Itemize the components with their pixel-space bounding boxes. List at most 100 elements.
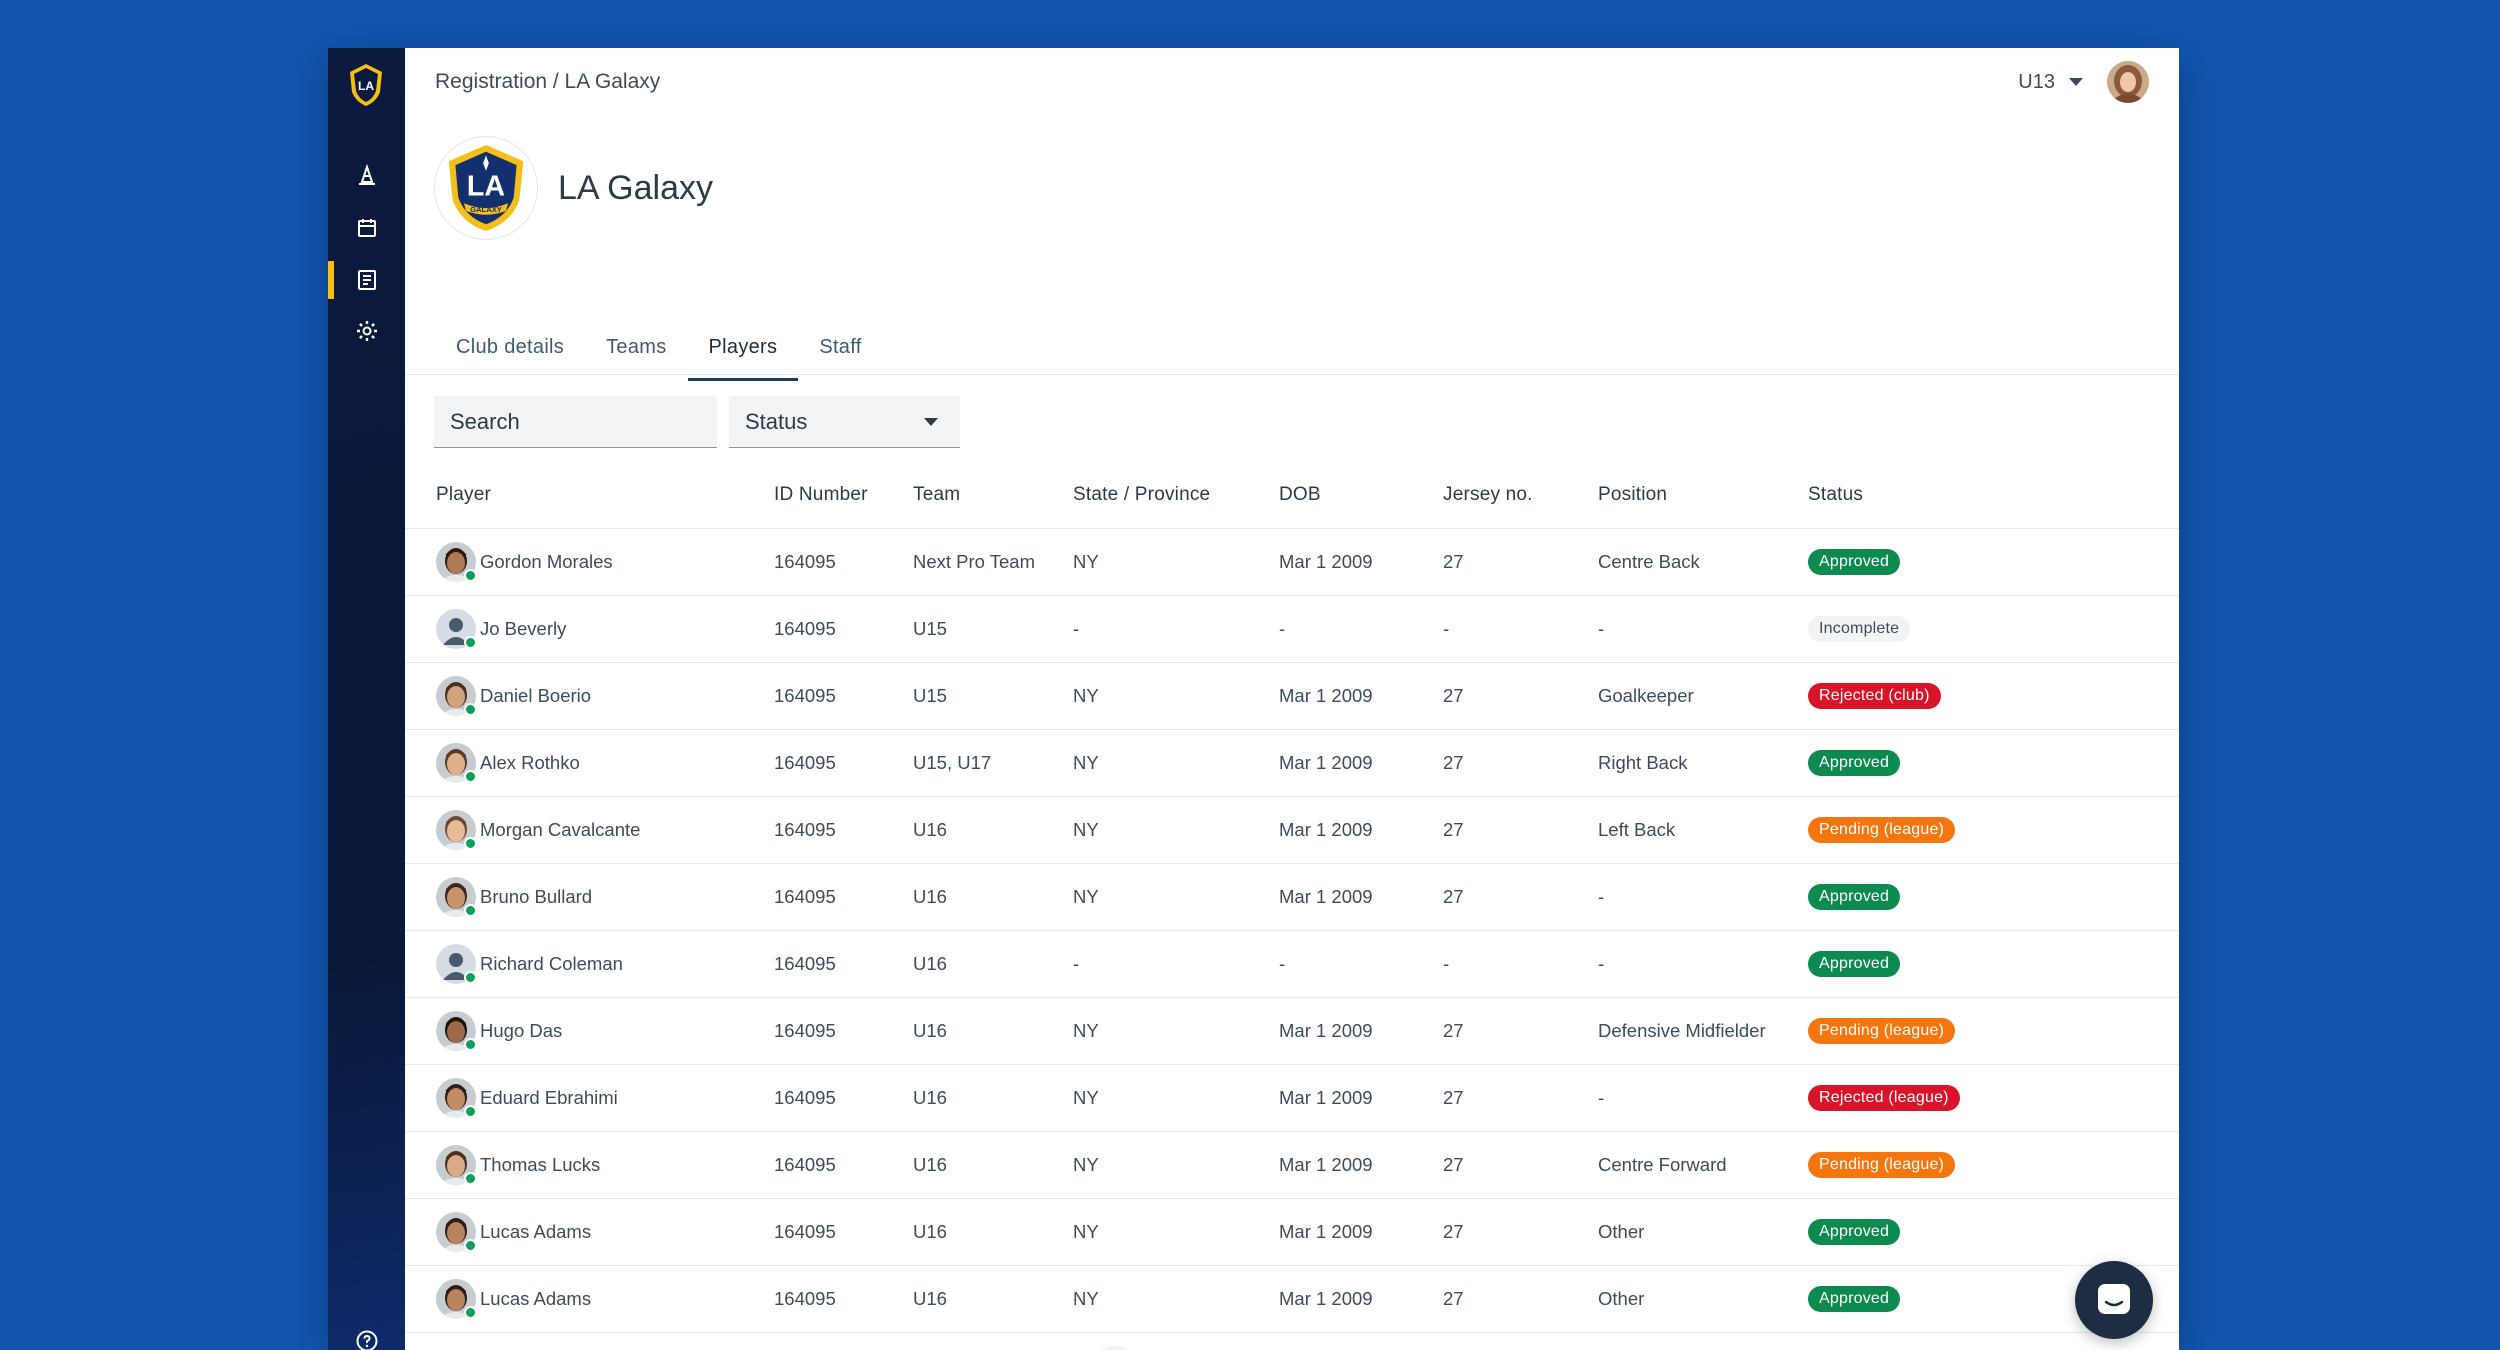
table-row[interactable]: Daniel Boerio 164095 U15 NY Mar 1 2009 27 Goal… (405, 663, 2179, 730)
header-dob[interactable]: DOB (1279, 483, 1321, 505)
player-name: Daniel Boerio (480, 685, 592, 706)
id-cell: 164095 (774, 819, 836, 840)
svg-text:LA: LA (358, 79, 374, 93)
page-button-6[interactable]: 6 (1381, 1346, 1440, 1350)
player-cell[interactable]: Daniel Boerio (405, 676, 774, 716)
chat-button[interactable] (2075, 1261, 2153, 1339)
table-row[interactable]: Morgan Cavalcante 164095 U16 NY Mar 1 2009 27… (405, 797, 2179, 864)
state-cell: - (1073, 618, 1080, 639)
status-cell: Pending (league) (1808, 817, 2008, 843)
status-cell: Approved (1808, 750, 2008, 776)
header-status[interactable]: Status (1808, 483, 1864, 505)
player-cell[interactable]: Jo Beverly (405, 609, 774, 649)
header-player[interactable]: Player (436, 483, 492, 505)
status-cell: Approved (1808, 884, 2008, 910)
team-selector-label: U13 (2018, 70, 2055, 93)
online-status-dot (464, 1239, 477, 1252)
player-avatar (436, 877, 477, 917)
table-row[interactable]: Lucas Adams 164095 U16 NY Mar 1 2009 27 Other A… (405, 1266, 2179, 1333)
table-row[interactable]: Alex Rothko 164095 U15, U17 NY Mar 1 2009 27 R… (405, 730, 2179, 797)
player-cell[interactable]: Lucas Adams (405, 1279, 774, 1319)
page-button-4[interactable]: 4 (1263, 1346, 1322, 1350)
nav-item-training[interactable] (328, 153, 405, 199)
tab-staff[interactable]: Staff (819, 336, 862, 358)
player-cell[interactable]: Hugo Das (405, 1011, 774, 1051)
nav-item-calendar[interactable] (328, 205, 405, 251)
jersey-cell: 27 (1443, 685, 1464, 706)
page-button-1[interactable]: 1 (1086, 1345, 1145, 1350)
player-cell[interactable]: Thomas Lucks (405, 1145, 774, 1185)
player-cell[interactable]: Richard Coleman (405, 944, 774, 984)
online-status-dot (464, 837, 477, 850)
last-page-button[interactable] (1558, 1346, 1617, 1350)
next-page-button[interactable] (1499, 1346, 1558, 1350)
page-button-3[interactable]: 3 (1204, 1346, 1263, 1350)
tab-club-details[interactable]: Club details (456, 336, 565, 358)
status-filter-label: Status (745, 408, 808, 434)
status-badge: Rejected (league) (1808, 1085, 1960, 1111)
club-logo-small[interactable]: LA (346, 62, 386, 108)
position-cell: Left Back (1598, 819, 1676, 840)
table-row[interactable]: Lucas Adams 164095 U16 NY Mar 1 2009 27 Other A… (405, 1199, 2179, 1266)
state-cell: NY (1073, 1221, 1099, 1242)
id-cell: 164095 (774, 551, 836, 572)
calendar-icon (357, 219, 376, 237)
player-avatar (436, 676, 477, 716)
table-row[interactable]: Gordon Morales 164095 Next Pro Team NY Mar 1… (405, 529, 2179, 596)
header-jersey[interactable]: Jersey no. (1443, 483, 1533, 505)
tab-teams[interactable]: Teams (606, 336, 667, 358)
team-selector[interactable]: U13 (2018, 71, 2083, 94)
status-badge: Approved (1808, 884, 1901, 910)
table-row[interactable]: Richard Coleman 164095 U16 - - - - Approved (405, 931, 2179, 998)
tab-players[interactable]: Players (687, 326, 799, 381)
help-button[interactable] (328, 1318, 405, 1350)
page-button-2[interactable]: 2 (1145, 1346, 1204, 1350)
state-cell: - (1073, 953, 1080, 974)
id-cell: 164095 (774, 1087, 836, 1108)
team-cell: U16 (913, 1020, 947, 1041)
player-name: Lucas Adams (480, 1288, 592, 1309)
user-avatar[interactable] (2107, 61, 2149, 103)
prev-page-button[interactable] (1027, 1346, 1086, 1350)
table-row[interactable]: Bruno Bullard 164095 U16 NY Mar 1 2009 27 - App… (405, 864, 2179, 931)
state-cell: NY (1073, 685, 1099, 706)
id-cell: 164095 (774, 953, 836, 974)
table-header: Player ID Number Team State / Province D… (405, 461, 2179, 529)
page-button-7[interactable]: 7 (1440, 1346, 1499, 1350)
header-state[interactable]: State / Province (1073, 483, 1211, 505)
search-input[interactable] (450, 408, 738, 435)
player-cell[interactable]: Bruno Bullard (405, 877, 774, 917)
player-cell[interactable]: Lucas Adams (405, 1212, 774, 1252)
player-name: Bruno Bullard (480, 886, 593, 907)
table-row[interactable]: Jo Beverly 164095 U15 - - - - Incomplete (405, 596, 2179, 663)
table-row[interactable]: Hugo Das 164095 U16 NY Mar 1 2009 27 Defensive… (405, 998, 2179, 1065)
player-cell[interactable]: Alex Rothko (405, 743, 774, 783)
search-field[interactable] (434, 396, 738, 448)
player-cell[interactable]: Morgan Cavalcante (405, 810, 774, 850)
status-filter-select[interactable]: Status (729, 396, 960, 448)
team-cell: U16 (913, 819, 947, 840)
table-body: Gordon Morales 164095 Next Pro Team NY Mar 1… (405, 529, 2179, 1333)
table-row[interactable]: Thomas Lucks 164095 U16 NY Mar 1 2009 27 Centr… (405, 1132, 2179, 1199)
status-cell: Approved (1808, 1286, 2008, 1312)
first-page-button[interactable] (968, 1346, 1027, 1350)
dob-cell: - (1279, 618, 1286, 639)
dob-cell: Mar 1 2009 (1279, 1221, 1373, 1242)
app-window: LA Registration / LA Galaxy U13 (328, 48, 2179, 1350)
nav-item-settings[interactable] (328, 308, 405, 354)
table-row[interactable]: Eduard Ebrahimi 164095 U16 NY Mar 1 2009 27 - R… (405, 1065, 2179, 1132)
team-cell: Next Pro Team (913, 551, 1036, 572)
jersey-cell: 27 (1443, 551, 1464, 572)
page-button-5[interactable]: 5 (1322, 1346, 1381, 1350)
player-cell[interactable]: Gordon Morales (405, 542, 774, 582)
header-position[interactable]: Position (1598, 483, 1668, 505)
gear-icon (356, 321, 377, 341)
status-cell: Approved (1808, 1219, 2008, 1245)
position-cell: Defensive Midfielder (1598, 1020, 1766, 1041)
nav-item-registration[interactable] (328, 257, 405, 303)
header-id[interactable]: ID Number (774, 483, 868, 505)
jersey-cell: 27 (1443, 752, 1464, 773)
player-cell[interactable]: Eduard Ebrahimi (405, 1078, 774, 1118)
header-team[interactable]: Team (913, 483, 961, 505)
status-badge: Rejected (club) (1808, 683, 1941, 709)
